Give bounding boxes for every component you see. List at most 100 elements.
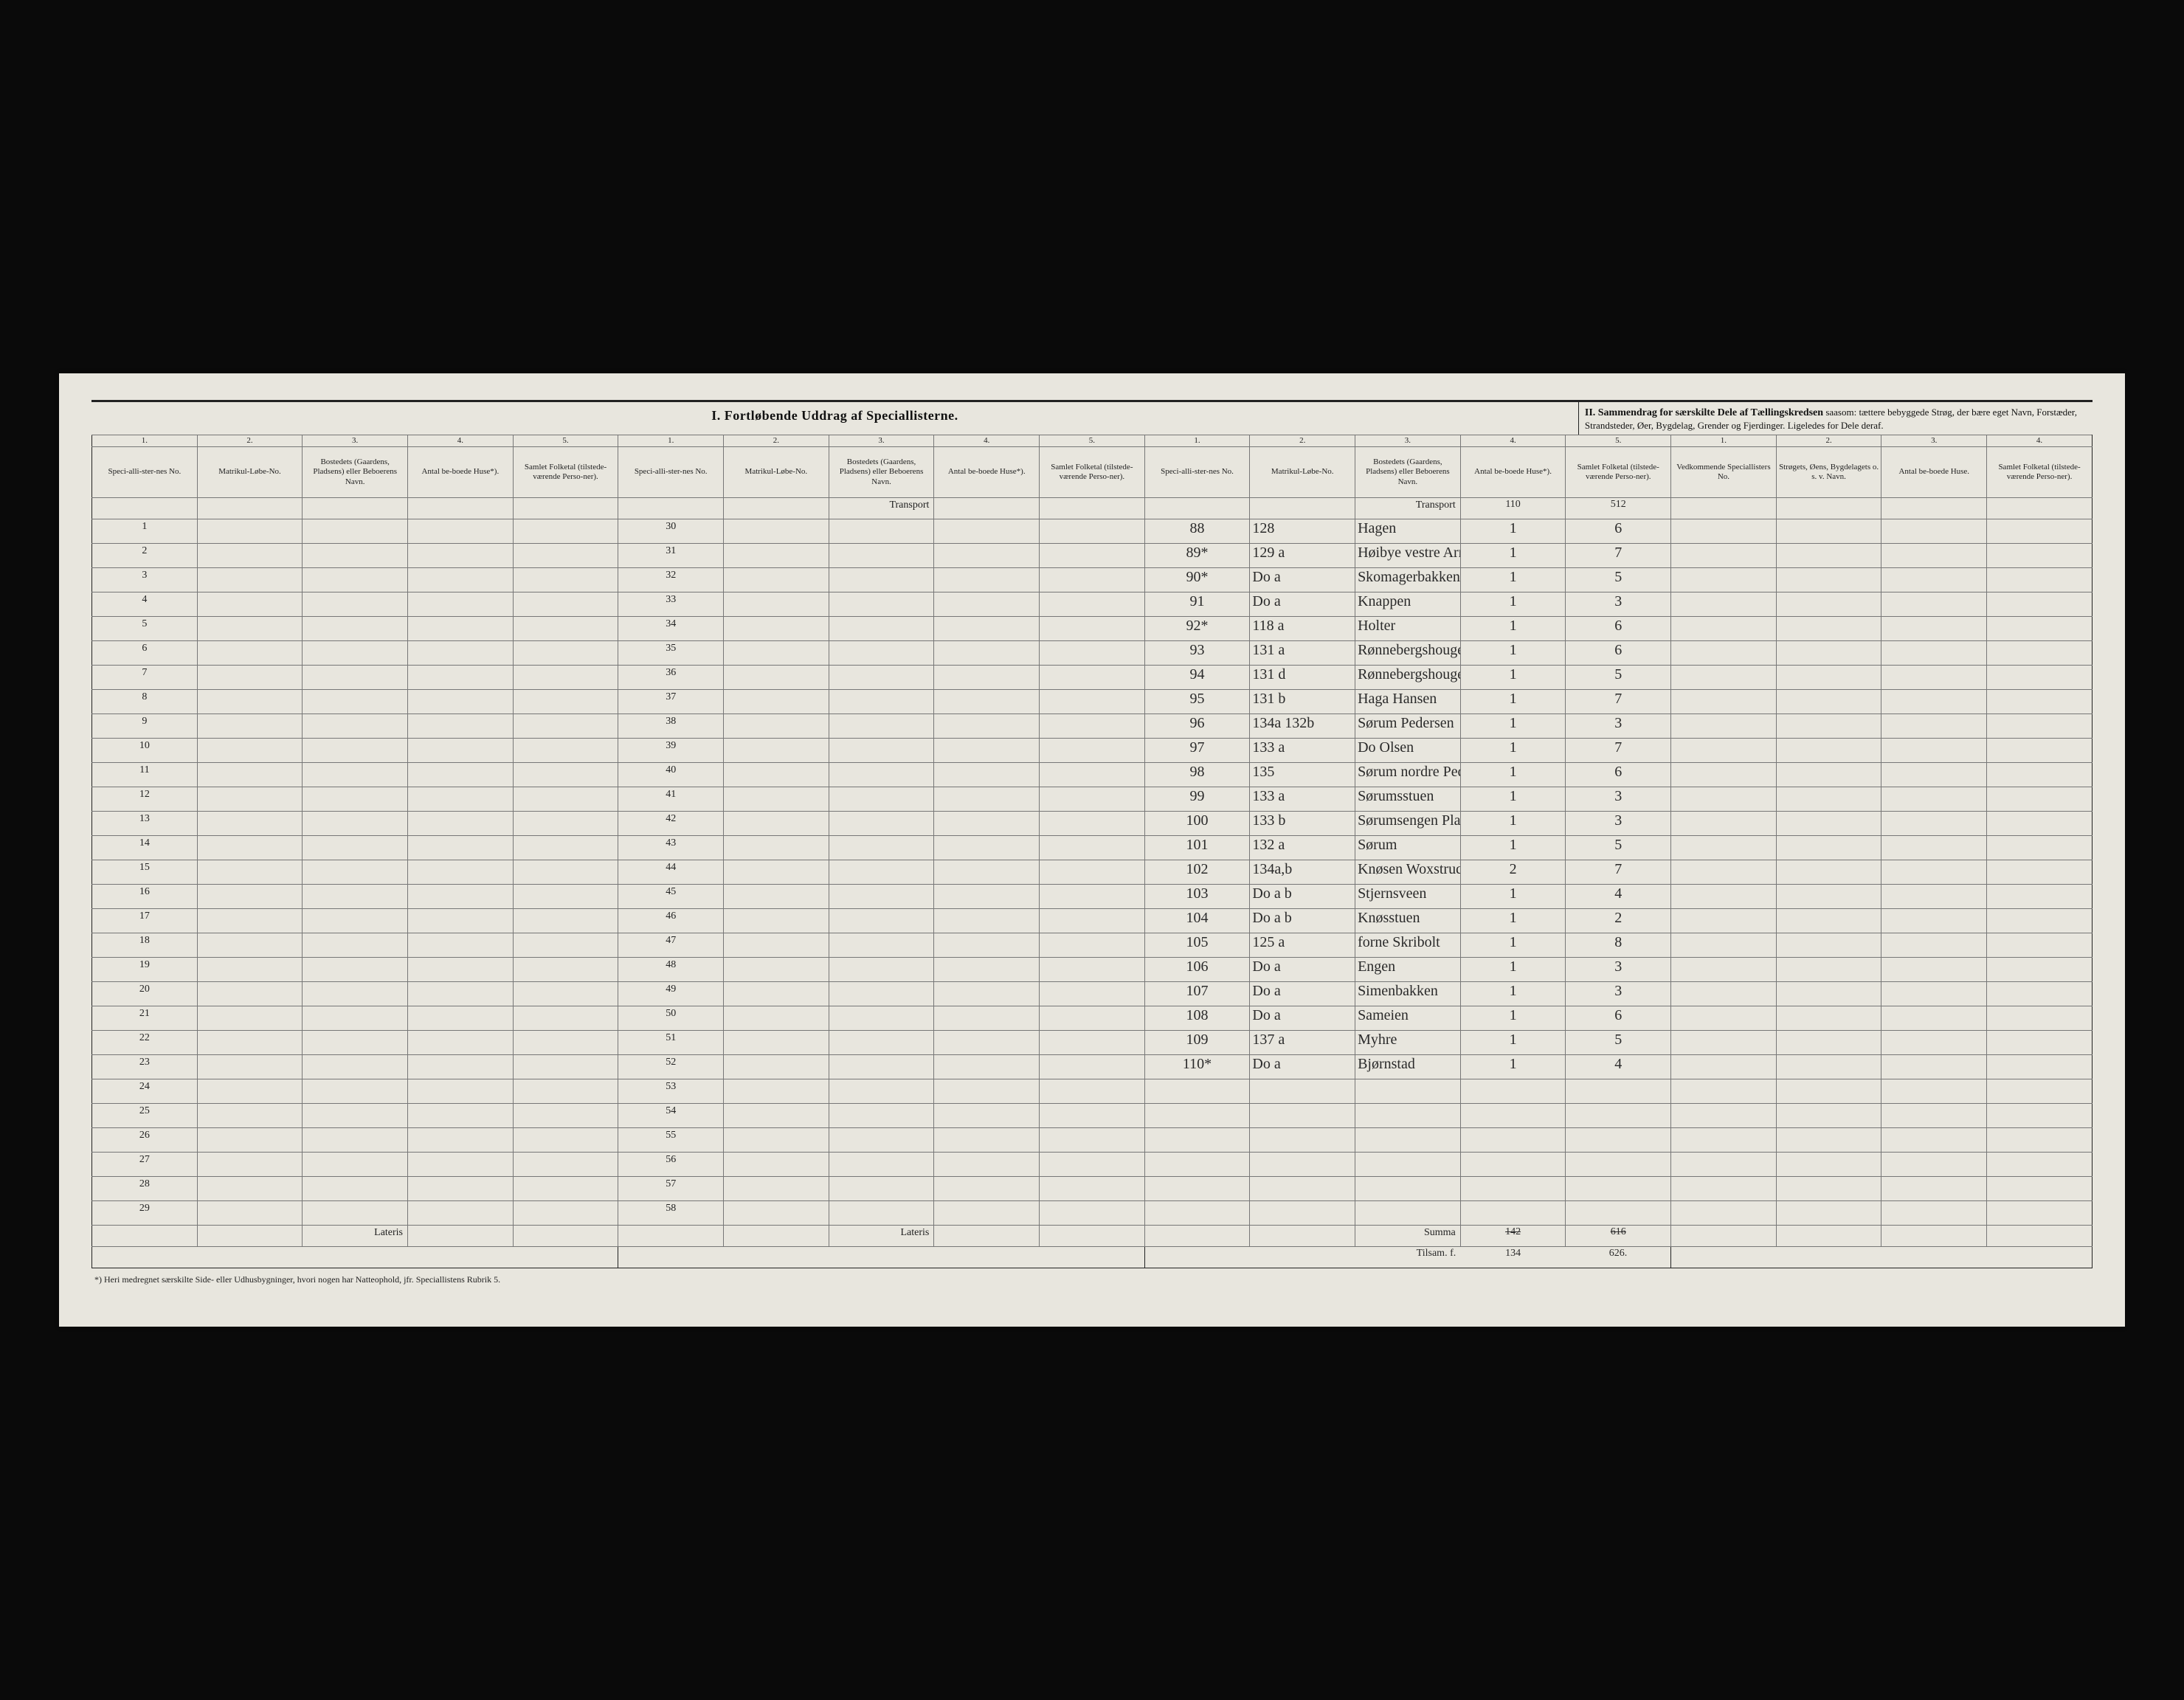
- cell: [197, 567, 303, 592]
- cell: [1987, 884, 2093, 908]
- cell: [724, 543, 829, 567]
- cell: 7: [92, 665, 198, 689]
- cell: [934, 1127, 1040, 1152]
- cell: [197, 1103, 303, 1127]
- cell: [1671, 1054, 1777, 1079]
- cell: 52: [618, 1054, 724, 1079]
- cell: 2: [1460, 860, 1566, 884]
- cell: 57: [618, 1176, 724, 1200]
- cell: [1671, 543, 1777, 567]
- cell: [1987, 1127, 2093, 1152]
- cell: [1671, 884, 1777, 908]
- cell: Do a b: [1250, 884, 1355, 908]
- cell: [1987, 519, 2093, 543]
- cell: [1987, 665, 2093, 689]
- cell: 95: [1144, 689, 1250, 713]
- cell: 134a,b: [1250, 860, 1355, 884]
- cell: [1671, 640, 1777, 665]
- cell: Skomagerbakken: [1355, 567, 1461, 592]
- cell: [1355, 1152, 1461, 1176]
- cell: [513, 860, 618, 884]
- col-header: Speci-alli-ster-nes No.: [92, 446, 198, 497]
- cell: [408, 738, 514, 762]
- cell: [829, 543, 934, 567]
- cell: Holter: [1355, 616, 1461, 640]
- cell: [1671, 1200, 1777, 1225]
- cell: [303, 519, 408, 543]
- cell: 3: [1566, 592, 1671, 616]
- table-row: 2352110*Do aBjørnstad14: [92, 1054, 2093, 1079]
- table-row: 53492*118 aHolter16: [92, 616, 2093, 640]
- cell: [303, 1079, 408, 1103]
- table-row: 1645103Do a bStjernsveen14: [92, 884, 2093, 908]
- cell: [1040, 1200, 1145, 1225]
- cell: [1671, 497, 1777, 519]
- col-header: Samlet Folketal (tilstede-værende Perso-…: [1040, 446, 1145, 497]
- cell: [1671, 616, 1777, 640]
- cell: 1: [1460, 519, 1566, 543]
- cell: Høibye vestre Arnesen: [1355, 543, 1461, 567]
- cell: [1881, 689, 1987, 713]
- cell: [197, 592, 303, 616]
- cell: [408, 1246, 514, 1268]
- col-num: 2.: [724, 435, 829, 446]
- cell: [829, 1006, 934, 1030]
- cell: [197, 689, 303, 713]
- cell: [724, 835, 829, 860]
- cell: [1881, 738, 1987, 762]
- col-num: 3.: [1881, 435, 1987, 446]
- cell: [408, 713, 514, 738]
- cell: 34: [618, 616, 724, 640]
- cell: [934, 640, 1040, 665]
- cell: [1776, 762, 1881, 787]
- cell: [724, 860, 829, 884]
- cell: [513, 1200, 618, 1225]
- cell: [197, 908, 303, 933]
- cell: [1566, 1079, 1671, 1103]
- col-num: 2.: [1250, 435, 1355, 446]
- cell: [92, 1225, 198, 1246]
- table-head: 1.2.3.4.5.1.2.3.4.5.1.2.3.4.5.1.2.3.4. S…: [92, 435, 2093, 497]
- cell: 4: [1566, 884, 1671, 908]
- col-header: Antal be-boede Huse*).: [934, 446, 1040, 497]
- cell: 39: [618, 738, 724, 762]
- section-1-title: I. Fortløbende Uddrag af Speciallisterne…: [91, 402, 1578, 435]
- cell: [1987, 1006, 2093, 1030]
- cell: [1566, 1127, 1671, 1152]
- cell: Sørumsstuen: [1355, 787, 1461, 811]
- cell: [197, 1030, 303, 1054]
- cell: [92, 1246, 198, 1268]
- cell: 7: [1566, 738, 1671, 762]
- cell: [1566, 1152, 1671, 1176]
- col-header: Samlet Folketal (tilstede-værende Perso-…: [1987, 446, 2093, 497]
- cell: [934, 738, 1040, 762]
- cell: [1040, 908, 1145, 933]
- cell: [724, 1246, 829, 1268]
- cell: [1144, 497, 1250, 519]
- cell: [724, 762, 829, 787]
- cell: 12: [92, 787, 198, 811]
- cell: [829, 640, 934, 665]
- cell: [303, 665, 408, 689]
- cell: [724, 787, 829, 811]
- cell: 101: [1144, 835, 1250, 860]
- cell: Sørum nordre Pedersen: [1355, 762, 1461, 787]
- cell: [1144, 1127, 1250, 1152]
- cell: [513, 1079, 618, 1103]
- cell: [408, 1030, 514, 1054]
- cell: [197, 981, 303, 1006]
- cell: [408, 860, 514, 884]
- cell: [829, 811, 934, 835]
- cell: [934, 665, 1040, 689]
- cell: [1566, 1103, 1671, 1127]
- cell: [408, 1176, 514, 1200]
- cell: [1881, 543, 1987, 567]
- cell: [1671, 1006, 1777, 1030]
- cell: [1040, 1225, 1145, 1246]
- cell: [92, 497, 198, 519]
- cell: Knøsstuen: [1355, 908, 1461, 933]
- cell: 5: [1566, 835, 1671, 860]
- cell: [513, 933, 618, 957]
- cell: 19: [92, 957, 198, 981]
- cell: [1987, 908, 2093, 933]
